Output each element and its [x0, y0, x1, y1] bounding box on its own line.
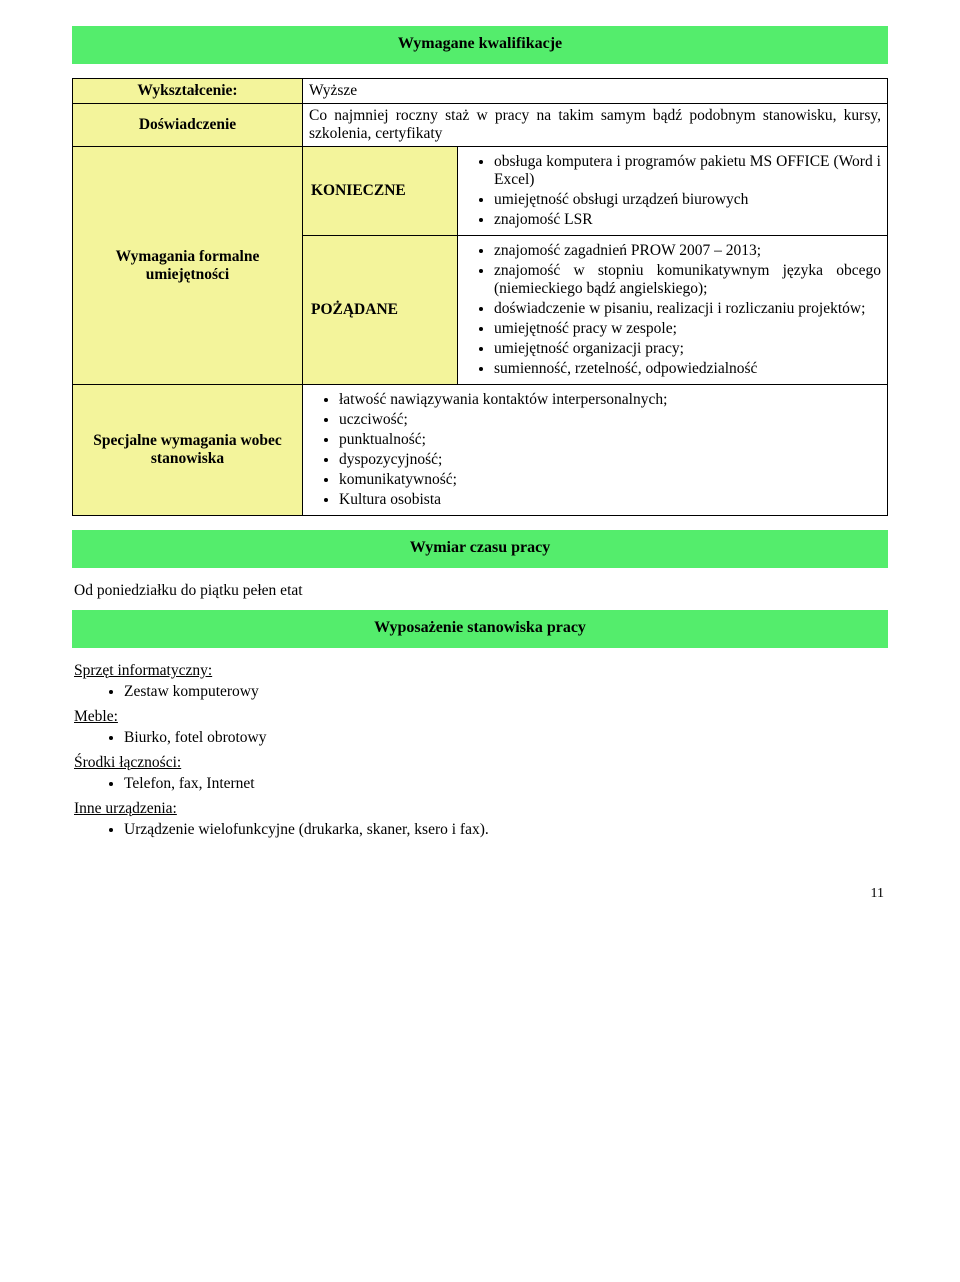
table-row: Wykształcenie: Wyższe: [73, 79, 888, 104]
label-requirements: Wymagania formalne umiejętności: [73, 147, 303, 385]
value-experience: Co najmniej roczny staż w pracy na takim…: [303, 104, 888, 147]
list-item: Urządzenie wielofunkcyjne (drukarka, ska…: [124, 820, 888, 840]
equipment-furniture-list: Biurko, fotel obrotowy: [72, 728, 888, 748]
equipment-comms-header: Środki łączności:: [74, 754, 888, 772]
page-number: 11: [72, 886, 888, 902]
list-item: Telefon, fax, Internet: [124, 774, 888, 794]
list-item: Kultura osobista: [339, 490, 881, 510]
list-item: znajomość w stopniu komunikatywnym język…: [494, 261, 881, 299]
sublabel-required: KONIECZNE: [303, 147, 458, 236]
list-item: umiejętność organizacji pracy;: [494, 339, 881, 359]
banner-qualifications: Wymagane kwalifikacje: [72, 26, 888, 64]
equipment-furniture-header: Meble:: [74, 708, 888, 726]
label-education: Wykształcenie:: [73, 79, 303, 104]
worktime-text: Od poniedziałku do piątku pełen etat: [74, 582, 888, 600]
list-item: umiejętność pracy w zespole;: [494, 319, 881, 339]
list-item: punktualność;: [339, 430, 881, 450]
list-item: Biurko, fotel obrotowy: [124, 728, 888, 748]
list-item: dyspozycyjność;: [339, 450, 881, 470]
required-list: obsługa komputera i programów pakietu MS…: [464, 152, 881, 230]
equipment-it-list: Zestaw komputerowy: [72, 682, 888, 702]
equipment-other-header: Inne urządzenia:: [74, 800, 888, 818]
list-item: znajomość LSR: [494, 210, 881, 230]
table-row: Doświadczenie Co najmniej roczny staż w …: [73, 104, 888, 147]
list-item: Zestaw komputerowy: [124, 682, 888, 702]
special-list: łatwość nawiązywania kontaktów interpers…: [309, 390, 881, 510]
list-item: sumienność, rzetelność, odpowiedzialność: [494, 359, 881, 379]
equipment-comms-list: Telefon, fax, Internet: [72, 774, 888, 794]
label-special: Specjalne wymagania wobec stanowiska: [73, 385, 303, 516]
cell-special-items: łatwość nawiązywania kontaktów interpers…: [303, 385, 888, 516]
list-item: uczciwość;: [339, 410, 881, 430]
equipment-other-list: Urządzenie wielofunkcyjne (drukarka, ska…: [72, 820, 888, 840]
equipment-it-header: Sprzęt informatyczny:: [74, 662, 888, 680]
value-education: Wyższe: [303, 79, 888, 104]
label-experience: Doświadczenie: [73, 104, 303, 147]
banner-worktime: Wymiar czasu pracy: [72, 530, 888, 568]
cell-required-items: obsługa komputera i programów pakietu MS…: [458, 147, 888, 236]
list-item: umiejętność obsługi urządzeń biurowych: [494, 190, 881, 210]
desired-list: znajomość zagadnień PROW 2007 – 2013; zn…: [464, 241, 881, 379]
banner-equipment: Wyposażenie stanowiska pracy: [72, 610, 888, 648]
cell-desired-items: znajomość zagadnień PROW 2007 – 2013; zn…: [458, 236, 888, 385]
list-item: obsługa komputera i programów pakietu MS…: [494, 152, 881, 190]
list-item: znajomość zagadnień PROW 2007 – 2013;: [494, 241, 881, 261]
table-row: Wymagania formalne umiejętności KONIECZN…: [73, 147, 888, 236]
sublabel-desired: POŻĄDANE: [303, 236, 458, 385]
list-item: doświadczenie w pisaniu, realizacji i ro…: [494, 299, 881, 319]
qualifications-table: Wykształcenie: Wyższe Doświadczenie Co n…: [72, 78, 888, 516]
list-item: komunikatywność;: [339, 470, 881, 490]
table-row: Specjalne wymagania wobec stanowiska łat…: [73, 385, 888, 516]
list-item: łatwość nawiązywania kontaktów interpers…: [339, 390, 881, 410]
